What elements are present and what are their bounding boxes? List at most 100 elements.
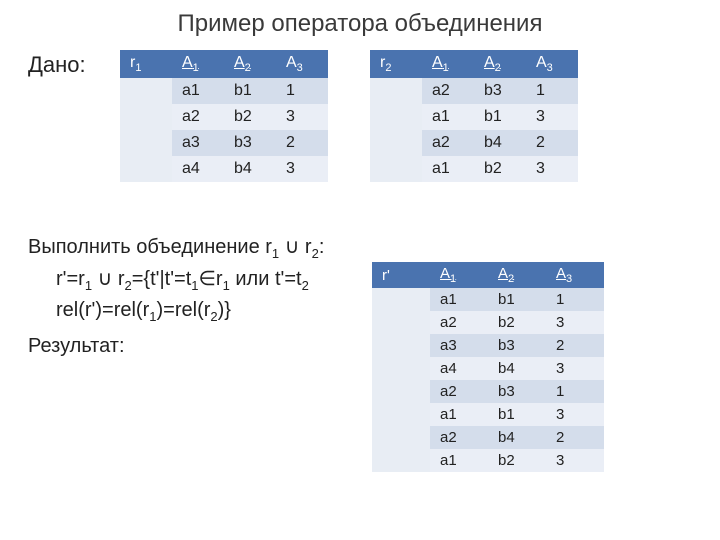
row-header-cell: [372, 288, 430, 311]
table-cell: b4: [224, 156, 276, 182]
subscript: 1: [85, 278, 92, 293]
subscript: 2: [302, 278, 309, 293]
text-frag: или t'=t: [230, 268, 302, 290]
table-cell: a1: [422, 104, 474, 130]
table-cell: a2: [430, 311, 488, 334]
table-cell: a1: [422, 156, 474, 182]
text-frag: rel(r')=rel(r: [56, 299, 149, 321]
table-row: a4b43: [120, 156, 328, 182]
table-row: a1b13: [370, 104, 578, 130]
table-cell: 3: [546, 449, 604, 472]
table-row: a3b32: [120, 130, 328, 156]
table-cell: 3: [276, 104, 328, 130]
table-cell: b2: [224, 104, 276, 130]
table-row: a1b23: [370, 156, 578, 182]
table-cell: 2: [526, 130, 578, 156]
table-cell: b3: [474, 78, 526, 104]
table-row: a2b42: [372, 426, 604, 449]
table-cell: a2: [430, 380, 488, 403]
table-cell: a1: [430, 288, 488, 311]
table-cell: 2: [546, 334, 604, 357]
table-cell: a4: [430, 357, 488, 380]
text-frag: ∪ r: [92, 268, 124, 290]
subscript: 2: [312, 246, 319, 261]
text-frag: Выполнить объединение r: [28, 236, 272, 258]
table-name-header: r1: [120, 50, 172, 78]
text-frag: r'=r: [56, 268, 85, 290]
table-cell: a1: [430, 403, 488, 426]
column-header: A2: [488, 262, 546, 288]
table-cell: b3: [488, 334, 546, 357]
table-cell: b2: [474, 156, 526, 182]
text-frag: )}: [218, 299, 231, 321]
table-cell: 3: [546, 311, 604, 334]
table-cell: a2: [422, 78, 474, 104]
table-cell: 1: [546, 380, 604, 403]
row-header-cell: [370, 130, 422, 156]
table-row: a2b42: [370, 130, 578, 156]
perform-line-1: Выполнить объединение r1 ∪ r2:: [28, 232, 324, 264]
row-header-cell: [372, 426, 430, 449]
table-cell: 1: [276, 78, 328, 104]
table-cell: a2: [430, 426, 488, 449]
table-cell: b4: [488, 426, 546, 449]
table-cell: a1: [172, 78, 224, 104]
text-frag: ∪ r: [279, 236, 311, 258]
table-row: a3b32: [372, 334, 604, 357]
column-header: A3: [546, 262, 604, 288]
column-header: A1: [430, 262, 488, 288]
column-header: A2: [474, 50, 526, 78]
table-cell: b1: [474, 104, 526, 130]
table-cell: a3: [430, 334, 488, 357]
table-cell: 3: [276, 156, 328, 182]
column-header: A1: [172, 50, 224, 78]
row-header-cell: [372, 357, 430, 380]
table-cell: 2: [276, 130, 328, 156]
table-cell: 3: [526, 156, 578, 182]
table-row: a4b43: [372, 357, 604, 380]
table-cell: b3: [488, 380, 546, 403]
slide-title: Пример оператора объединения: [0, 10, 720, 38]
table-cell: b2: [488, 311, 546, 334]
text-frag: )=rel(r: [157, 299, 211, 321]
subscript: 2: [210, 309, 217, 324]
table-cell: 1: [546, 288, 604, 311]
row-header-cell: [370, 78, 422, 104]
perform-text: Выполнить объединение r1 ∪ r2: r'=r1 ∪ r…: [28, 232, 324, 327]
table-cell: b4: [474, 130, 526, 156]
table-name-header: r': [372, 262, 430, 288]
table-cell: a2: [422, 130, 474, 156]
row-header-cell: [372, 403, 430, 426]
table-cell: b1: [488, 288, 546, 311]
text-frag: :: [319, 236, 325, 258]
table-cell: b2: [488, 449, 546, 472]
table-cell: 3: [546, 403, 604, 426]
table-r1: r1A1A2A3a1b11a2b23a3b32a4b43: [120, 50, 328, 182]
subscript: 1: [149, 309, 156, 324]
column-header: A1: [422, 50, 474, 78]
row-header-cell: [372, 311, 430, 334]
row-header-cell: [120, 104, 172, 130]
table-cell: b1: [224, 78, 276, 104]
row-header-cell: [120, 78, 172, 104]
table-row: a1b13: [372, 403, 604, 426]
row-header-cell: [372, 334, 430, 357]
table-row: a2b31: [370, 78, 578, 104]
row-header-cell: [372, 449, 430, 472]
table-row: a2b23: [120, 104, 328, 130]
result-label: Результат:: [28, 335, 125, 358]
table-cell: b3: [224, 130, 276, 156]
subscript: 1: [191, 278, 198, 293]
given-label: Дано:: [28, 52, 86, 78]
table-cell: a4: [172, 156, 224, 182]
perform-line-3: rel(r')=rel(r1)=rel(r2)}: [56, 295, 324, 327]
subscript: 1: [223, 278, 230, 293]
table-row: a1b23: [372, 449, 604, 472]
table-row: a2b31: [372, 380, 604, 403]
table-cell: a2: [172, 104, 224, 130]
table-cell: 1: [526, 78, 578, 104]
row-header-cell: [120, 130, 172, 156]
table-cell: b1: [488, 403, 546, 426]
subscript: 2: [124, 278, 131, 293]
column-header: A2: [224, 50, 276, 78]
